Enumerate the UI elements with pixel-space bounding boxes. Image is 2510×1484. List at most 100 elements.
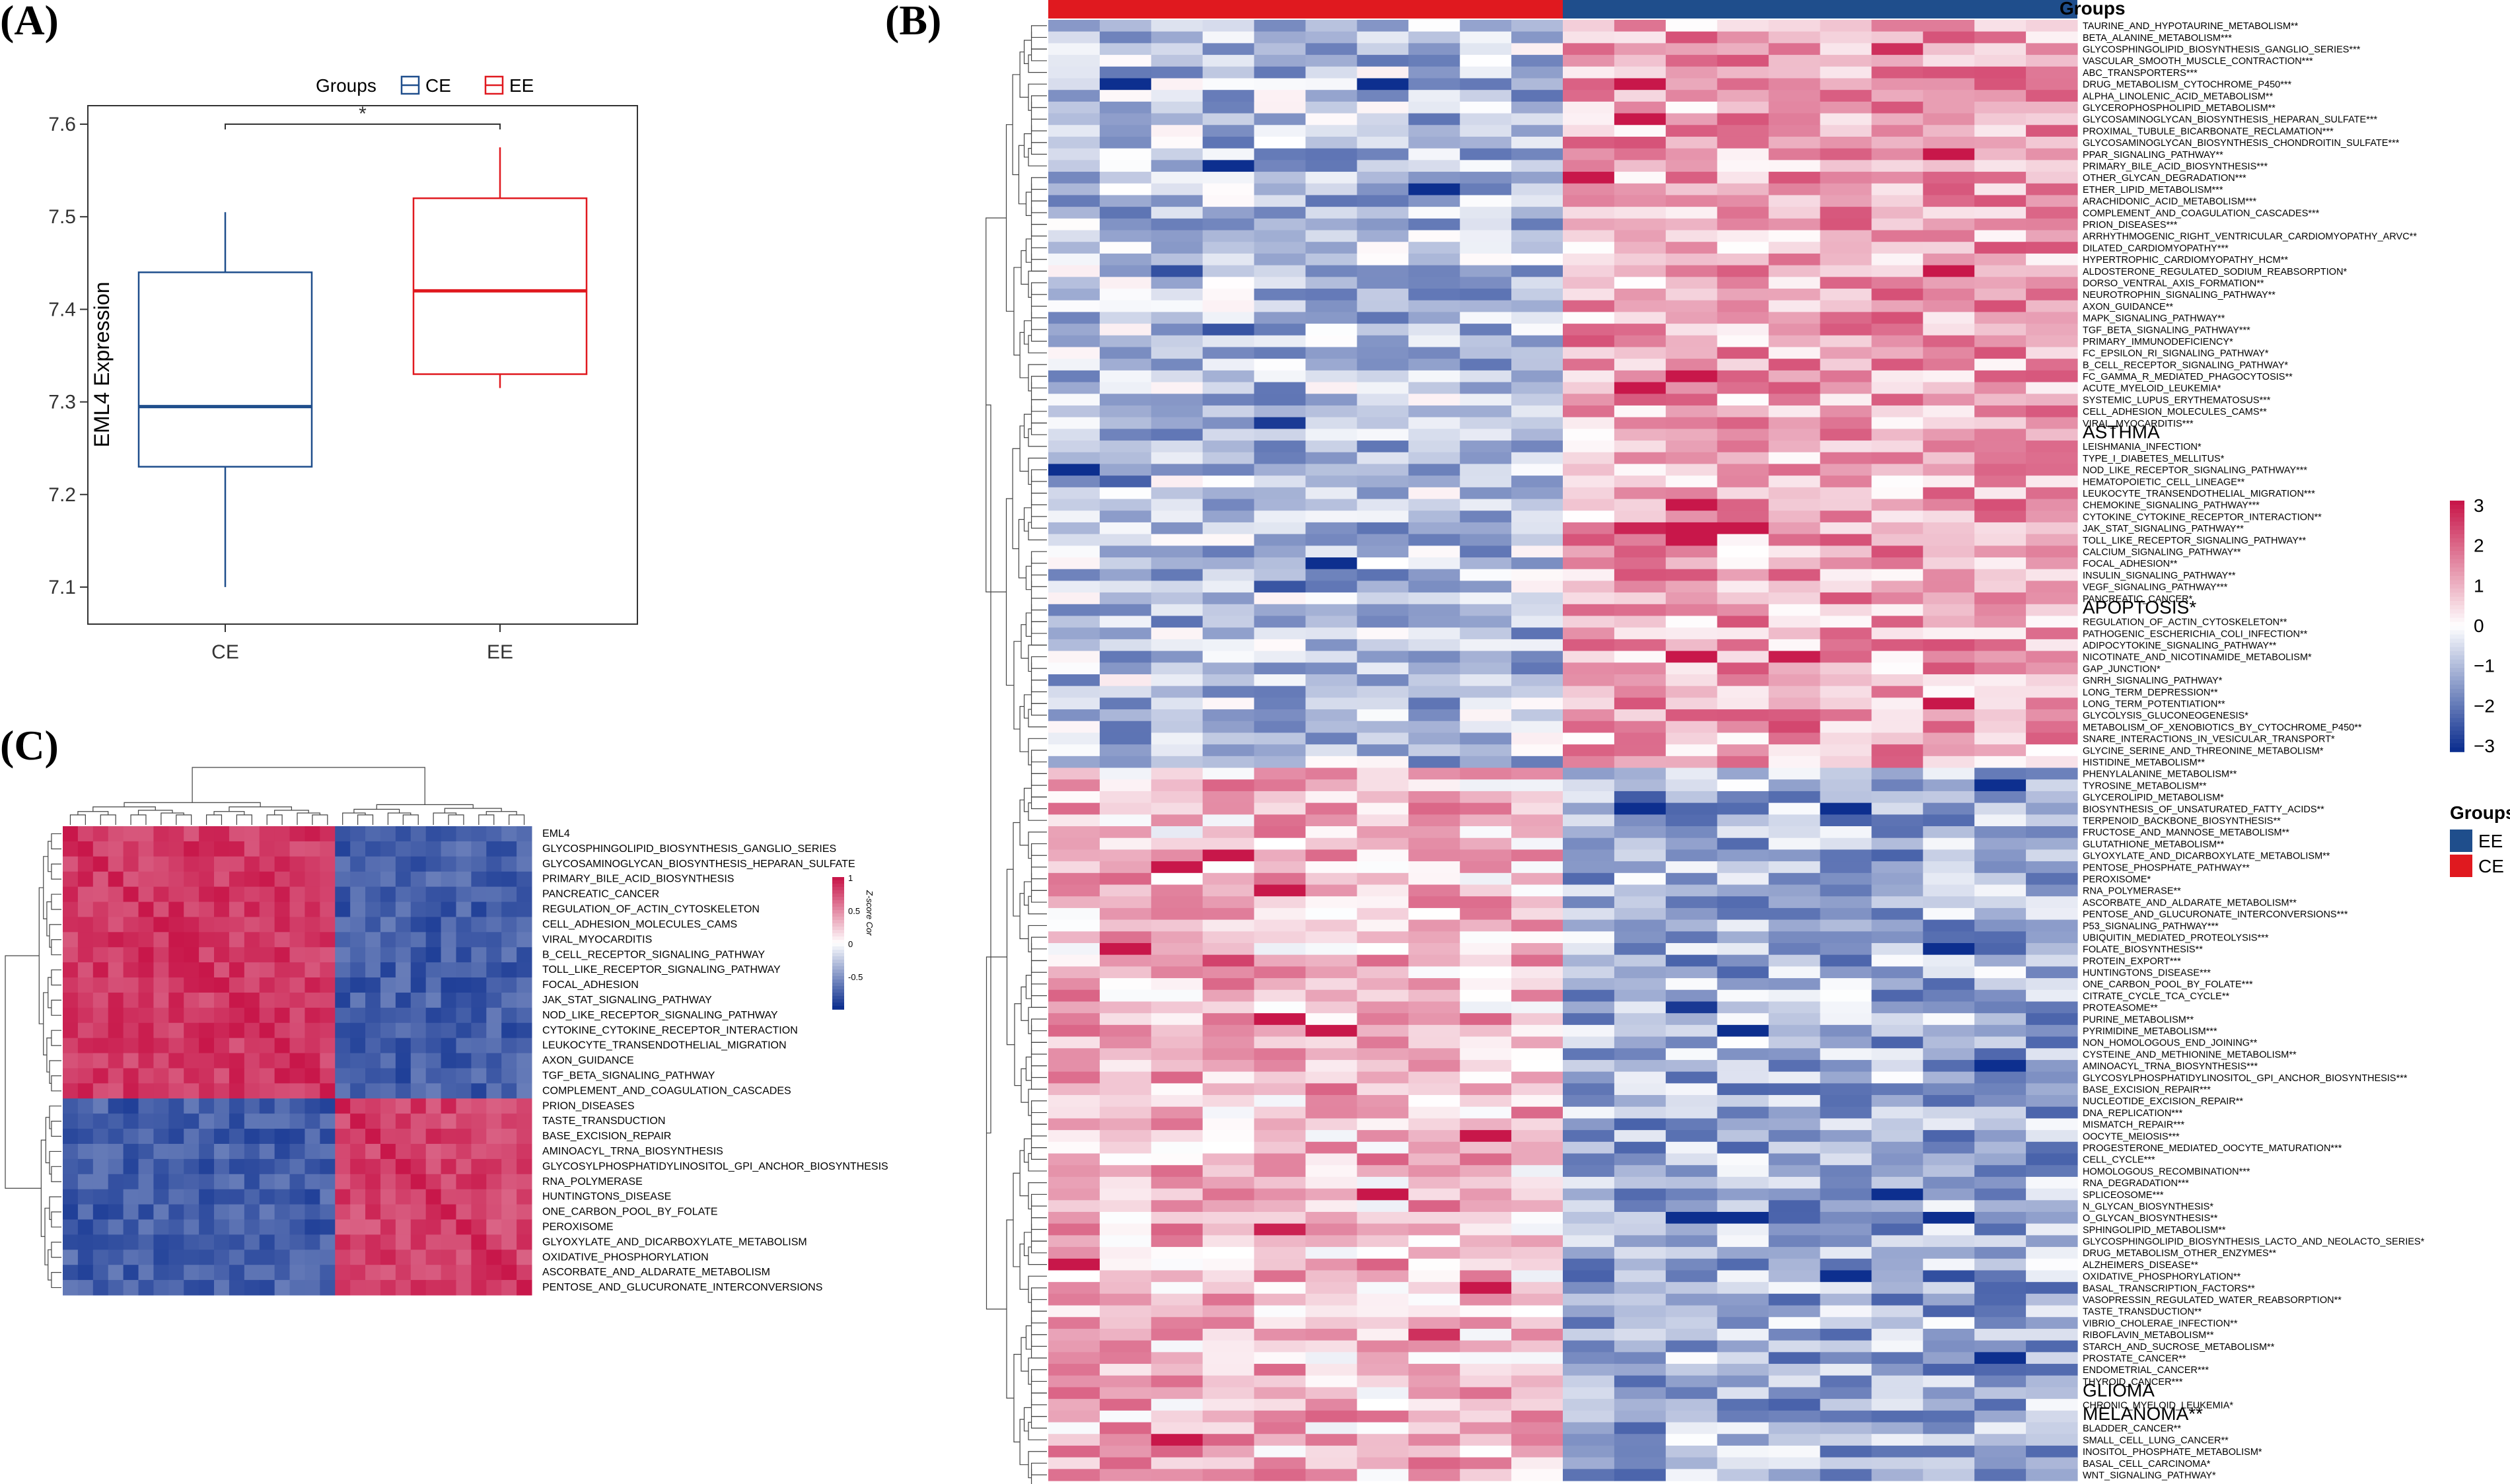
heatmap-cell [1099, 113, 1152, 125]
dendrogram-branch [1030, 796, 1047, 810]
heatmap-cell [1820, 207, 1872, 219]
heatmap-cell [1768, 546, 1821, 558]
correlation-cell [501, 962, 517, 978]
heatmap-cell [1923, 148, 1975, 160]
correlation-cell [77, 1053, 94, 1069]
correlation-cell [244, 1053, 260, 1069]
heatmap-cell [1563, 429, 1615, 441]
heatmap-cell [1305, 1375, 1357, 1388]
dendrogram-branch [1030, 1223, 1047, 1242]
heatmap-cell [1820, 1270, 1872, 1283]
heatmap-cell [1254, 674, 1307, 687]
correlation-cell [77, 917, 94, 933]
heatmap-cell [2026, 686, 2078, 698]
heatmap-cell [1923, 837, 1975, 851]
heatmap-cell [1563, 370, 1615, 383]
correlation-cell [365, 1174, 381, 1190]
heatmap-cell [2026, 709, 2078, 722]
group-legend-title: Groups [2450, 802, 2510, 823]
heatmap-row-label: RNA_POLYMERASE** [2083, 886, 2181, 897]
heatmap-row-label: ARACHIDONIC_ACID_METABOLISM*** [2083, 197, 2257, 207]
heatmap-cell [1974, 826, 2026, 839]
heatmap-cell [1048, 66, 1100, 79]
correlation-cell [108, 1022, 124, 1039]
heatmap-cell [1305, 546, 1357, 558]
heatmap-row-label: NOD_LIKE_RECEPTOR_SIGNALING_PATHWAY*** [2083, 466, 2307, 476]
heatmap-cell [1820, 756, 1872, 769]
heatmap-cell [1923, 1118, 1975, 1131]
heatmap-cell [1048, 230, 1100, 242]
heatmap-cell [1305, 627, 1357, 640]
heatmap-cell [1099, 429, 1152, 441]
dendrogram-branch [1030, 890, 1047, 903]
correlation-cell [229, 992, 245, 1008]
heatmap-cell [1871, 1059, 1923, 1073]
heatmap-cell [1974, 90, 2026, 102]
heatmap-cell [1099, 242, 1152, 254]
heatmap-cell [1460, 417, 1512, 429]
heatmap-cell [1923, 966, 1975, 979]
heatmap-cell [1511, 1364, 1563, 1376]
heatmap-cell [1820, 534, 1872, 546]
colorbar-step [2450, 584, 2464, 589]
correlation-cell [425, 1174, 442, 1190]
heatmap-cell [1357, 452, 1409, 465]
heatmap-cell [1665, 534, 1718, 546]
correlation-row-label: LEUKOCYTE_TRANSENDOTHELIAL_MIGRATION [542, 1040, 787, 1051]
heatmap-cell [1254, 1375, 1307, 1388]
heatmap-cell [2026, 1013, 2078, 1026]
heatmap-cell [1974, 429, 2026, 441]
correlation-cell [486, 1189, 502, 1205]
heatmap-cell [1357, 814, 1409, 827]
heatmap-cell [1614, 674, 1667, 687]
heatmap-cell [1974, 452, 2026, 465]
heatmap-cell [1305, 1176, 1357, 1189]
heatmap-cell [1202, 1445, 1255, 1458]
heatmap-cell [1151, 1130, 1203, 1143]
heatmap-cell [1202, 931, 1255, 944]
correlation-cell [501, 1189, 517, 1205]
heatmap-cell [1099, 195, 1152, 207]
heatmap-cell [1048, 814, 1100, 827]
heatmap-cell [1563, 978, 1615, 991]
correlation-cell [184, 977, 199, 993]
heatmap-cell [1408, 172, 1460, 184]
heatmap-cell [1665, 1457, 1718, 1469]
heatmap-cell [1923, 1235, 1975, 1248]
heatmap-cell [1357, 1106, 1409, 1119]
heatmap-cell [1871, 931, 1923, 944]
correlation-cell [305, 1265, 320, 1281]
heatmap-cell [1614, 511, 1667, 523]
correlation-cell [184, 1280, 199, 1296]
heatmap-cell [1614, 289, 1667, 301]
heatmap-cell [2026, 405, 2078, 418]
heatmap-cell [1768, 1095, 1821, 1108]
heatmap-cell [1254, 335, 1307, 348]
colorbar-step [832, 930, 844, 934]
correlation-cell [395, 1129, 412, 1145]
heatmap-cell [1871, 592, 1923, 605]
heatmap-cell [1820, 160, 1872, 172]
heatmap-cell [1511, 651, 1563, 663]
heatmap-cell [1254, 300, 1307, 312]
heatmap-row-label: NICOTINATE_AND_NICOTINAMIDE_METABOLISM* [2083, 653, 2312, 663]
dendrogram-branch [1023, 881, 1032, 906]
correlation-cell [229, 886, 245, 903]
heatmap-cell [1202, 160, 1255, 172]
dendrogram-branch [1021, 624, 1028, 659]
correlation-cell [501, 886, 517, 903]
heatmap-cell [1871, 1282, 1923, 1294]
correlation-cell [335, 1219, 351, 1235]
heatmap-cell [1871, 1375, 1923, 1388]
heatmap-cell [1820, 441, 1872, 453]
heatmap-cell [1614, 919, 1667, 932]
heatmap-cell [1305, 1141, 1357, 1154]
heatmap-cell [1820, 569, 1872, 582]
heatmap-cell [1460, 592, 1512, 605]
heatmap-cell [1665, 1410, 1718, 1423]
heatmap-row-label: NUCLEOTIDE_EXCISION_REPAIR** [2083, 1096, 2243, 1107]
heatmap-cell [1563, 1328, 1615, 1341]
panel-label-c: (C) [0, 722, 59, 769]
heatmap-cell [1099, 1305, 1152, 1318]
heatmap-cell [1820, 1258, 1872, 1271]
